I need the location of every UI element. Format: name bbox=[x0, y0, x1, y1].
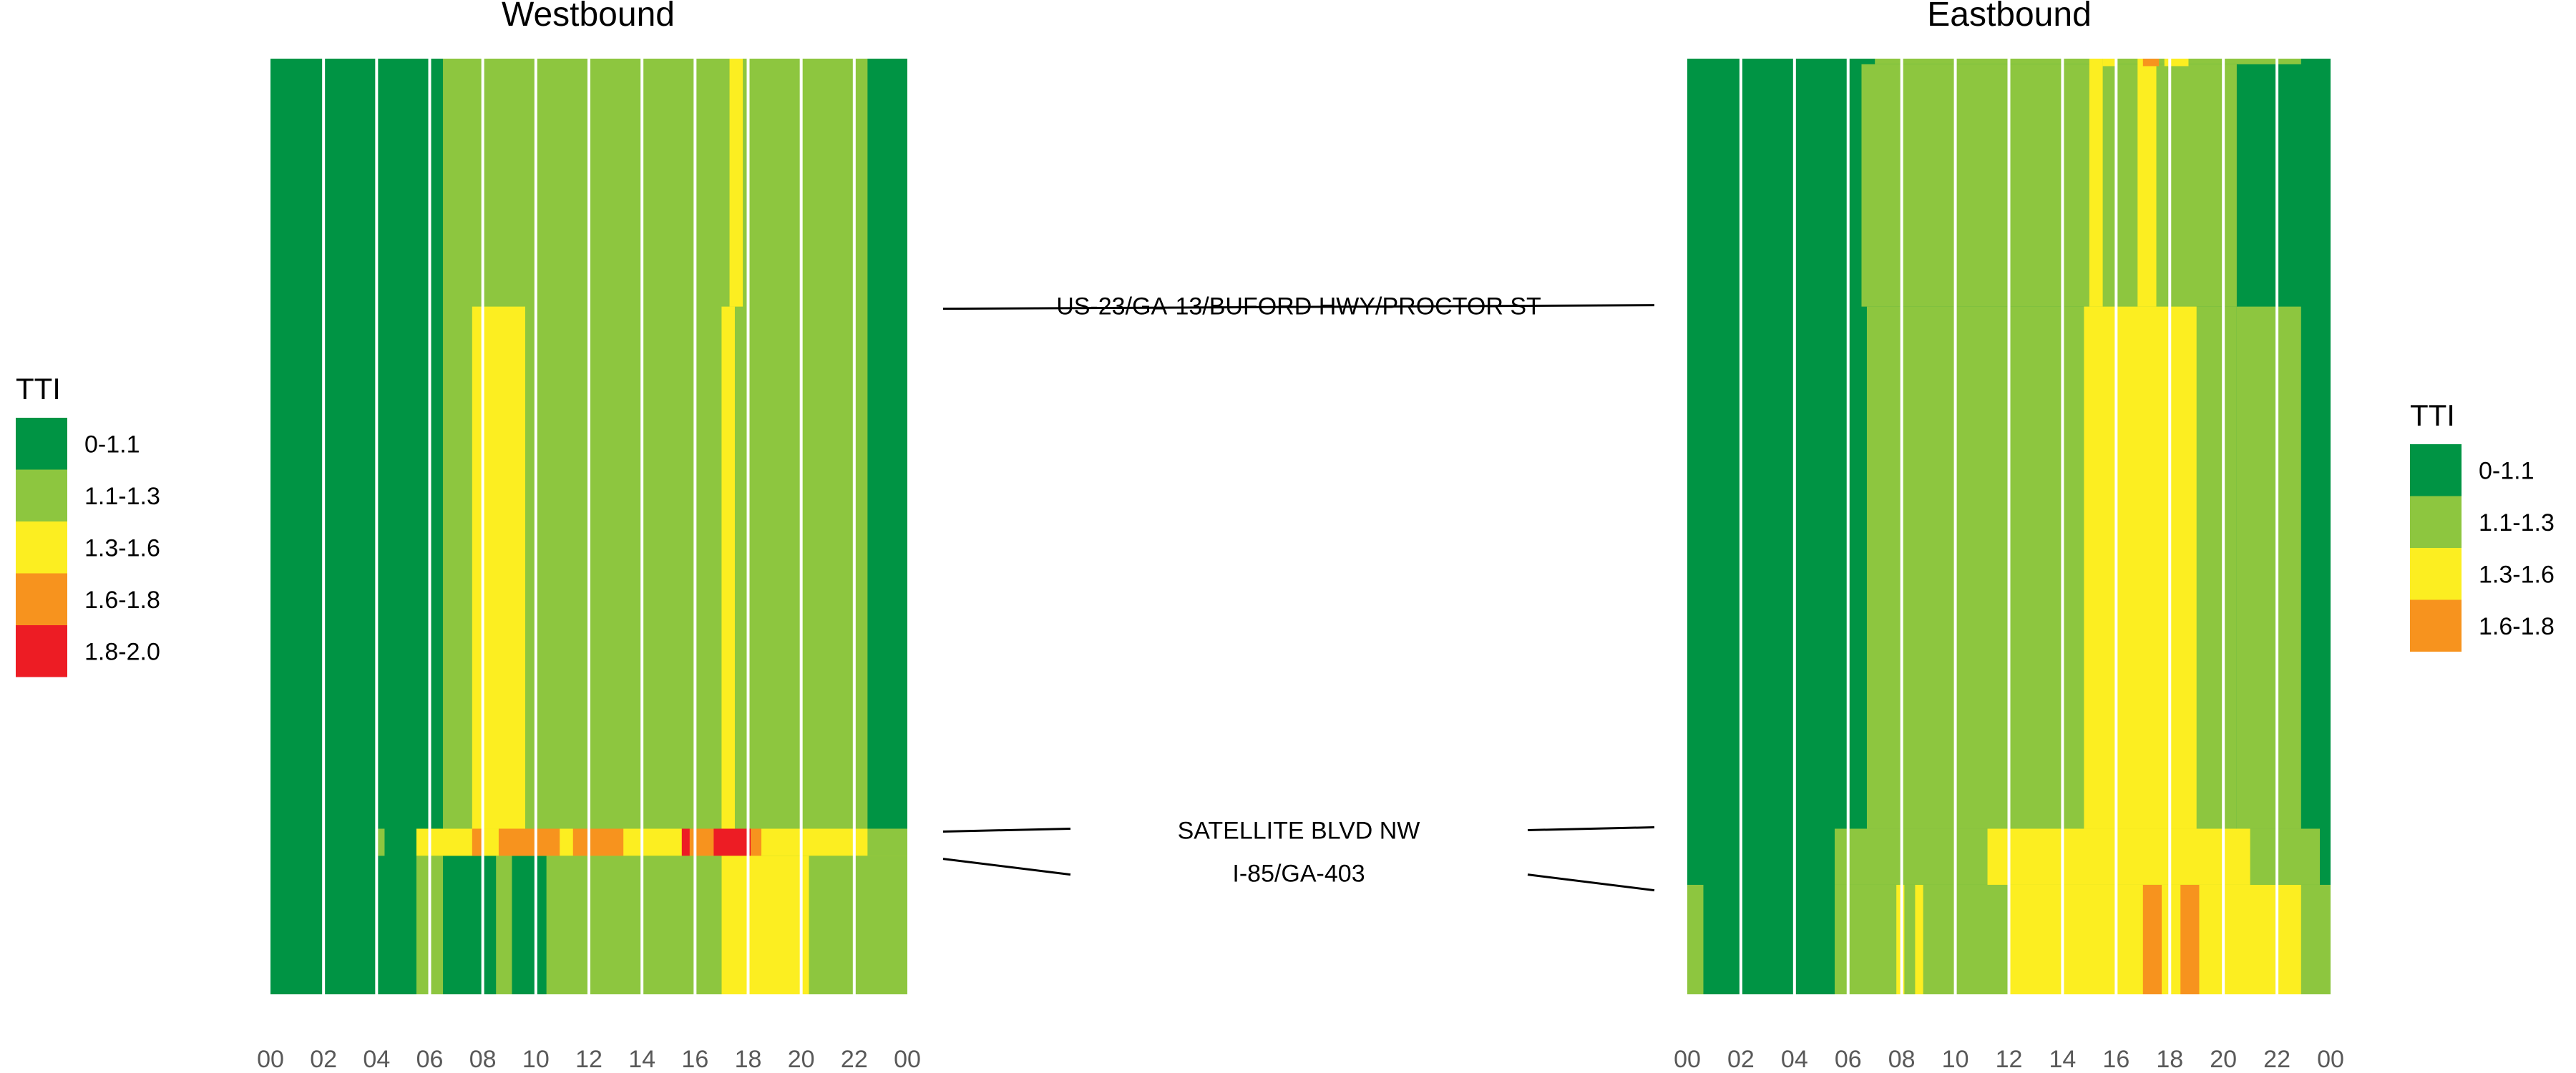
road-connector-line-2-right bbox=[1527, 873, 1655, 892]
westbound-legend-title: TTI bbox=[16, 372, 61, 406]
west-cell-17 bbox=[546, 856, 722, 994]
westbound-legend-swatch-2 bbox=[16, 521, 67, 574]
west-x-tick-5: 10 bbox=[522, 1046, 550, 1073]
eastbound-legend-swatch-2 bbox=[2410, 548, 2462, 600]
east-cell-1 bbox=[1861, 64, 2237, 307]
east-cell-4 bbox=[2137, 59, 2157, 307]
west-cell-12 bbox=[689, 828, 714, 856]
eastbound-x-ticks: 00 02 04 06 08 10 12 14 16 18 20 22 00 bbox=[1674, 1046, 2344, 1073]
east-cell-2 bbox=[1875, 59, 2301, 64]
east-cell-5 bbox=[2102, 59, 2117, 67]
westbound-legend: TTI 0-1.1 1.1-1.3 1.3-1.6 1.6-1.8 1.8-2.0 bbox=[16, 372, 160, 677]
east-x-tick-7: 14 bbox=[2049, 1046, 2077, 1073]
east-x-tick-9: 18 bbox=[2156, 1046, 2183, 1073]
east-x-tick-1: 02 bbox=[1727, 1046, 1755, 1073]
east-x-tick-0: 00 bbox=[1674, 1046, 1701, 1073]
eastbound-legend-label-1: 1.1-1.3 bbox=[2479, 509, 2555, 536]
westbound-legend-swatch-4 bbox=[16, 625, 67, 677]
eastbound-legend-label-0: 0-1.1 bbox=[2479, 457, 2534, 484]
east-cell-9 bbox=[2236, 306, 2301, 829]
east-cell-13 bbox=[1687, 884, 1704, 994]
west-cell-13 bbox=[713, 828, 751, 856]
west-x-tick-3: 06 bbox=[416, 1046, 444, 1073]
road-labels: US-23/GA-13/BUFORD HWY/PROCTOR ST SATELLI… bbox=[942, 293, 1655, 892]
west-x-tick-10: 20 bbox=[788, 1046, 815, 1073]
west-cell-4 bbox=[721, 306, 735, 829]
west-x-tick-7: 14 bbox=[628, 1046, 655, 1073]
east-cell-6 bbox=[2164, 59, 2189, 67]
eastbound-legend-label-3: 1.6-1.8 bbox=[2479, 613, 2555, 640]
westbound-legend-swatch-1 bbox=[16, 469, 67, 521]
westbound-legend-label-2: 1.3-1.6 bbox=[84, 534, 160, 562]
west-x-tick-11: 22 bbox=[841, 1046, 868, 1073]
west-cell-10 bbox=[572, 828, 624, 856]
west-cell-16 bbox=[496, 856, 512, 994]
west-x-tick-2: 04 bbox=[363, 1046, 390, 1073]
westbound-legend-label-1: 1.1-1.3 bbox=[84, 483, 160, 510]
east-x-tick-6: 12 bbox=[1996, 1046, 2023, 1073]
westbound-legend-label-3: 1.6-1.8 bbox=[84, 587, 160, 614]
west-x-tick-6: 12 bbox=[575, 1046, 602, 1073]
east-x-tick-10: 20 bbox=[2210, 1046, 2237, 1073]
road-label-1: SATELLITE BLVD NW bbox=[1178, 817, 1420, 844]
westbound-legend-swatch-3 bbox=[16, 573, 67, 625]
westbound-title: Westbound bbox=[502, 0, 675, 34]
eastbound-legend-swatch-0 bbox=[2410, 444, 2462, 496]
west-cell-5 bbox=[376, 828, 385, 856]
west-x-tick-12: 00 bbox=[894, 1046, 921, 1073]
west-x-tick-8: 16 bbox=[681, 1046, 708, 1073]
eastbound-panel: Eastbound 00 02 04 06 08 10 12 14 16 18 20 22 00 bbox=[1674, 0, 2344, 1073]
east-cell-7 bbox=[2142, 59, 2160, 67]
road-label-2: I-85/GA-403 bbox=[1232, 861, 1365, 888]
east-x-tick-3: 06 bbox=[1835, 1046, 1862, 1073]
road-connector-line-1-right bbox=[1527, 825, 1655, 831]
west-cell-7 bbox=[867, 828, 907, 856]
westbound-legend-label-0: 0-1.1 bbox=[84, 431, 140, 458]
eastbound-gridlines bbox=[1739, 59, 2279, 994]
east-x-tick-2: 04 bbox=[1781, 1046, 1808, 1073]
eastbound-legend-swatch-3 bbox=[2410, 599, 2462, 652]
east-cell-18 bbox=[2142, 884, 2162, 994]
westbound-legend-swatch-0 bbox=[16, 418, 67, 470]
westbound-x-ticks: 00 02 04 06 08 10 12 14 16 18 20 22 00 bbox=[257, 1046, 921, 1073]
east-cell-19 bbox=[2180, 884, 2200, 994]
east-x-tick-8: 16 bbox=[2102, 1046, 2129, 1073]
road-connector-line-0 bbox=[942, 304, 1655, 310]
road-label-0: US-23/GA-13/BUFORD HWY/PROCTOR ST bbox=[1056, 293, 1541, 320]
westbound-gridlines bbox=[322, 59, 856, 994]
east-cell-12 bbox=[1987, 828, 2250, 885]
west-x-tick-1: 02 bbox=[310, 1046, 337, 1073]
west-cell-18 bbox=[721, 856, 809, 994]
westbound-panel: Westbound 00 02 04 06 08 10 12 14 16 18 20 22 00 bbox=[257, 0, 921, 1073]
west-cell-8 bbox=[472, 828, 483, 856]
west-x-tick-9: 18 bbox=[735, 1046, 762, 1073]
east-cell-3 bbox=[2089, 59, 2103, 307]
west-cell-14 bbox=[751, 828, 762, 856]
west-cell-3 bbox=[472, 306, 525, 829]
east-cell-10 bbox=[2084, 306, 2197, 829]
west-cell-11 bbox=[681, 828, 690, 856]
eastbound-title: Eastbound bbox=[1927, 0, 2092, 34]
east-x-tick-4: 08 bbox=[1888, 1046, 1916, 1073]
west-cell-19 bbox=[809, 856, 907, 994]
westbound-legend-label-4: 1.8-2.0 bbox=[84, 638, 160, 665]
west-cell-9 bbox=[498, 828, 560, 856]
eastbound-legend-swatch-1 bbox=[2410, 496, 2462, 548]
east-x-tick-5: 10 bbox=[1942, 1046, 1969, 1073]
east-cell-16 bbox=[1915, 884, 1923, 994]
west-cell-2 bbox=[729, 59, 743, 307]
west-x-tick-4: 08 bbox=[469, 1046, 497, 1073]
east-x-tick-12: 00 bbox=[2317, 1046, 2344, 1073]
west-x-tick-0: 00 bbox=[257, 1046, 284, 1073]
west-cell-6 bbox=[416, 828, 907, 856]
road-connector-line-1-left bbox=[942, 827, 1071, 833]
road-connector-line-2-left bbox=[942, 858, 1071, 876]
east-x-tick-11: 22 bbox=[2263, 1046, 2290, 1073]
eastbound-legend-title: TTI bbox=[2410, 398, 2455, 432]
eastbound-legend-label-2: 1.3-1.6 bbox=[2479, 561, 2555, 588]
eastbound-legend: TTI 0-1.1 1.1-1.3 1.3-1.6 1.6-1.8 bbox=[2410, 398, 2555, 652]
